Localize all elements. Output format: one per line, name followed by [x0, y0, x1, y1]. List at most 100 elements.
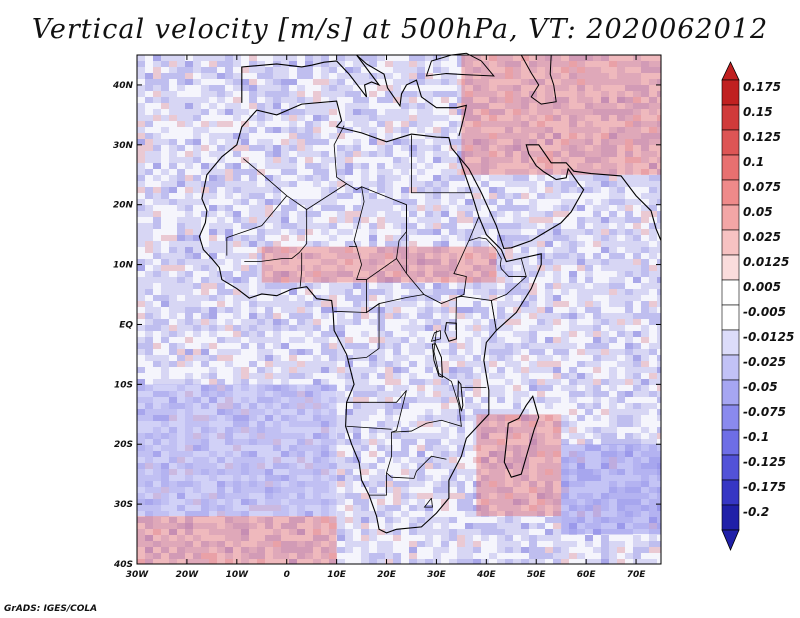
- field-cell: [345, 277, 353, 283]
- coastlines: [198, 52, 662, 534]
- field-cell: [265, 253, 273, 259]
- field-cell: [561, 403, 569, 409]
- field-cell: [265, 223, 273, 229]
- field-cell: [337, 277, 345, 283]
- field-cell: [585, 535, 593, 541]
- field-cell: [225, 445, 233, 451]
- field-cell: [169, 385, 177, 391]
- field-cell: [497, 451, 505, 457]
- field-cell: [529, 289, 537, 295]
- y-tick-label: 40S: [113, 560, 133, 570]
- field-cell: [537, 241, 545, 247]
- field-cell: [497, 91, 505, 97]
- field-cell: [585, 313, 593, 319]
- field-cell: [393, 535, 401, 541]
- field-cell: [417, 211, 425, 217]
- field-cell: [633, 343, 641, 349]
- field-cell: [145, 121, 153, 127]
- field-cell: [209, 205, 217, 211]
- field-cell: [345, 331, 353, 337]
- field-cell: [529, 385, 537, 391]
- field-cell: [193, 349, 201, 355]
- field-cell: [465, 331, 473, 337]
- field-cell: [217, 517, 225, 523]
- field-cell: [441, 133, 449, 139]
- field-cell: [481, 541, 489, 547]
- field-cell: [473, 385, 481, 391]
- field-cell: [361, 469, 369, 475]
- field-cell: [401, 331, 409, 337]
- field-cell: [553, 481, 561, 487]
- field-cell: [473, 139, 481, 145]
- field-cell: [649, 547, 657, 553]
- field-cell: [137, 217, 145, 223]
- field-cell: [297, 535, 305, 541]
- field-cell: [377, 229, 385, 235]
- field-cell: [145, 289, 153, 295]
- field-cell: [441, 559, 449, 564]
- field-cell: [225, 175, 233, 181]
- field-cell: [193, 391, 201, 397]
- field-cell: [217, 445, 225, 451]
- field-cell: [161, 145, 169, 151]
- field-cell: [161, 265, 169, 271]
- field-cell: [233, 223, 241, 229]
- field-cell: [505, 553, 513, 559]
- field-cell: [225, 199, 233, 205]
- field-cell: [249, 403, 257, 409]
- field-cell: [465, 457, 473, 463]
- field-cell: [537, 541, 545, 547]
- field-cell: [289, 85, 297, 91]
- field-cell: [433, 463, 441, 469]
- field-cell: [537, 139, 545, 145]
- field-cell: [521, 433, 529, 439]
- field-cell: [609, 55, 617, 61]
- field-cell: [409, 535, 417, 541]
- field-cell: [137, 559, 145, 564]
- field-cell: [641, 379, 649, 385]
- field-cell: [489, 403, 497, 409]
- field-cell: [297, 403, 305, 409]
- field-cell: [481, 523, 489, 529]
- field-cell: [297, 235, 305, 241]
- field-cell: [569, 163, 577, 169]
- field-cell: [353, 127, 361, 133]
- field-cell: [641, 253, 649, 259]
- field-cell: [657, 427, 661, 433]
- field-cell: [233, 277, 241, 283]
- field-cell: [361, 361, 369, 367]
- field-cell: [273, 145, 281, 151]
- field-cell: [585, 91, 593, 97]
- field-cell: [409, 211, 417, 217]
- field-cell: [369, 325, 377, 331]
- field-cell: [577, 463, 585, 469]
- field-cell: [177, 181, 185, 187]
- field-cell: [425, 325, 433, 331]
- field-cell: [441, 511, 449, 517]
- field-cell: [633, 307, 641, 313]
- field-cell: [641, 457, 649, 463]
- field-cell: [489, 421, 497, 427]
- field-cell: [577, 217, 585, 223]
- field-cell: [641, 235, 649, 241]
- field-cell: [257, 535, 265, 541]
- field-cell: [569, 361, 577, 367]
- field-cell: [201, 157, 209, 163]
- field-cell: [289, 157, 297, 163]
- field-cell: [609, 505, 617, 511]
- field-cell: [601, 517, 609, 523]
- field-cell: [497, 109, 505, 115]
- field-cell: [313, 439, 321, 445]
- field-cell: [585, 223, 593, 229]
- field-cell: [313, 547, 321, 553]
- field-cell: [457, 253, 465, 259]
- field-cell: [633, 313, 641, 319]
- field-cell: [217, 559, 225, 564]
- field-cell: [337, 241, 345, 247]
- field-cell: [433, 121, 441, 127]
- field-cell: [585, 205, 593, 211]
- field-cell: [625, 463, 633, 469]
- field-cell: [297, 241, 305, 247]
- field-cell: [625, 121, 633, 127]
- field-cell: [305, 433, 313, 439]
